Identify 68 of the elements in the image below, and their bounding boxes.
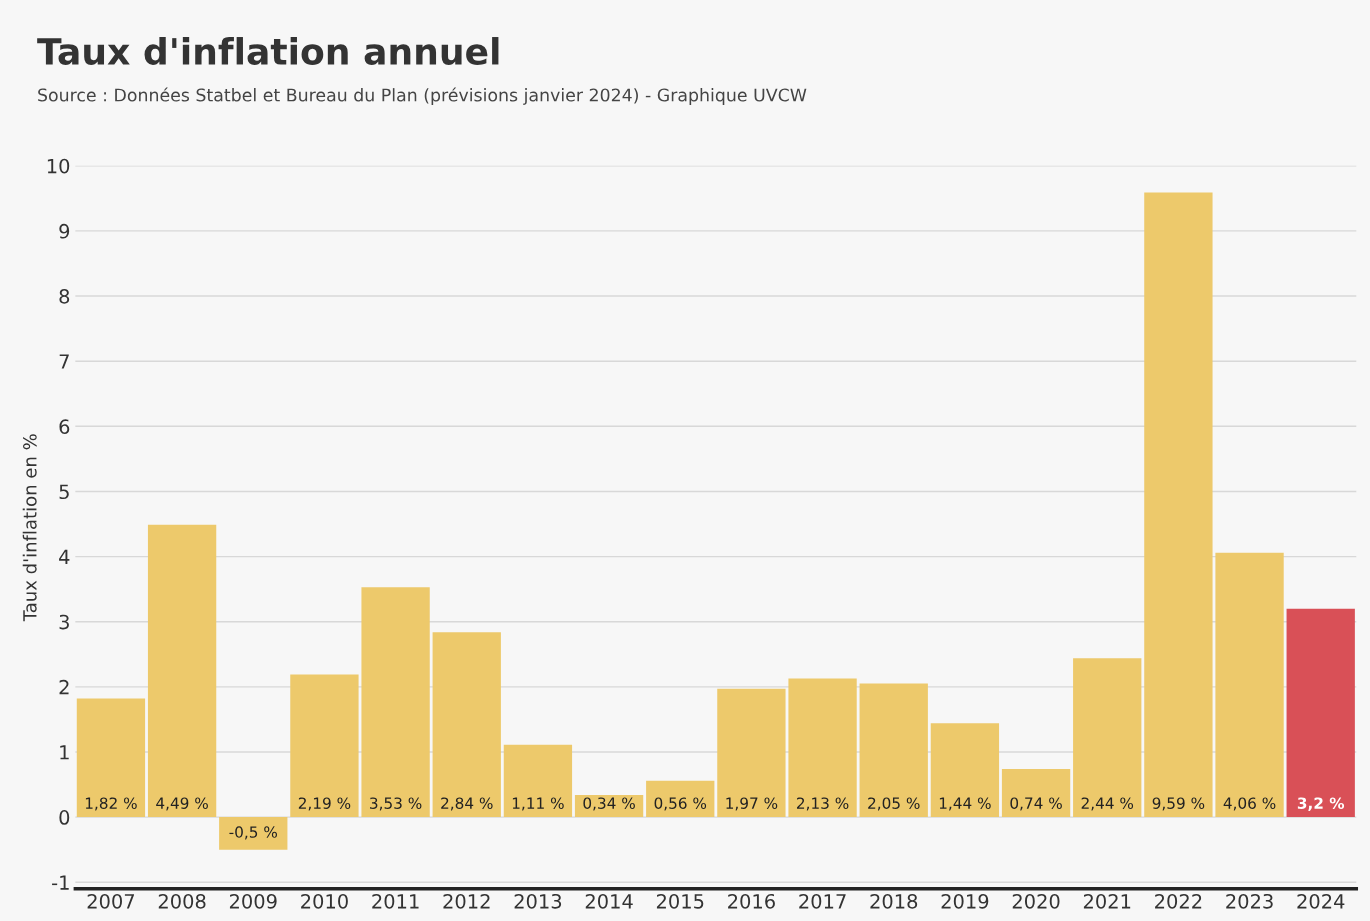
data-label: 2,13 % [797,797,849,811]
data-label: 0,74 % [1010,797,1062,811]
x-tick-label: 2009 [229,893,277,909]
y-tick-label: 9 [59,223,70,239]
y-tick-label: 6 [59,419,70,434]
bar [1286,608,1355,818]
x-tick-label: 2007 [87,893,135,909]
y-tick-label: 2 [59,679,69,695]
bar [219,817,288,850]
bar [930,723,1000,818]
x-tick-label: 2014 [585,893,633,909]
y-tick-label: 7 [59,354,69,369]
x-tick-label: 2024 [1297,893,1345,909]
data-label: 1,44 % [939,797,991,811]
data-label: 2,44 % [1081,797,1134,811]
bar [717,688,786,818]
x-tick-label: 2022 [1155,893,1202,909]
bar [76,698,146,818]
data-label: 0,34 % [583,797,635,811]
x-tick-label: 2008 [158,893,206,909]
data-label: 9,59 % [1152,797,1205,811]
chart-subtitle: Source : Données Statbel et Bureau du Plan (prévisions janvier 2024) - Graphique UVCW [38,87,807,105]
bar [646,780,715,818]
y-tick-label: 1 [60,745,69,760]
x-tick-label: 2013 [514,893,562,909]
data-label: 1,82 % [85,797,137,811]
bar [1215,552,1284,818]
data-label: 2,84 % [441,797,493,811]
data-label: 1,11 % [512,797,564,811]
bar [290,674,359,818]
x-tick-label: 2016 [728,893,775,909]
x-tick-label: 2021 [1083,893,1131,909]
bar [503,744,573,818]
y-tick-label: 5 [59,484,69,500]
x-tick-label: 2010 [301,893,348,909]
data-label: 0,56 % [654,797,707,811]
data-label: 3,53 % [370,797,422,811]
x-tick-label: 2015 [656,893,704,909]
data-label: 4,49 % [156,797,208,811]
x-tick-label: 2023 [1226,893,1273,909]
data-label: 2,05 % [868,797,920,811]
bar [859,683,928,818]
data-label: 1,97 % [726,797,778,811]
y-tick-label: 3 [59,614,69,630]
y-tick-label: 0 [59,810,70,825]
data-label: 4,06 % [1223,797,1276,811]
x-tick-label: 2020 [1012,893,1060,909]
y-axis-title: Taux d'inflation en % [22,434,37,622]
bar [788,678,857,818]
data-label: 3,2 % [1297,797,1345,811]
bar [432,632,501,818]
y-tick-label: 8 [59,289,70,304]
x-tick-label: 2012 [443,893,490,909]
bar [361,587,430,818]
y-tick-label: -1 [52,875,69,890]
x-tick-label: 2019 [941,893,989,909]
x-tick-label: 2011 [372,893,419,909]
data-label: 2,19 % [298,797,351,811]
x-tick-label: 2017 [799,893,846,909]
y-tick-label: 10 [47,158,70,174]
bar [1073,658,1142,818]
y-tick-label: 4 [59,549,70,564]
chart-title: Taux d'inflation annuel [37,37,499,65]
bar [147,524,217,818]
bar [1001,768,1071,818]
x-tick-label: 2018 [870,893,918,909]
bar [1144,192,1213,818]
data-label: -0,5 % [229,826,278,840]
